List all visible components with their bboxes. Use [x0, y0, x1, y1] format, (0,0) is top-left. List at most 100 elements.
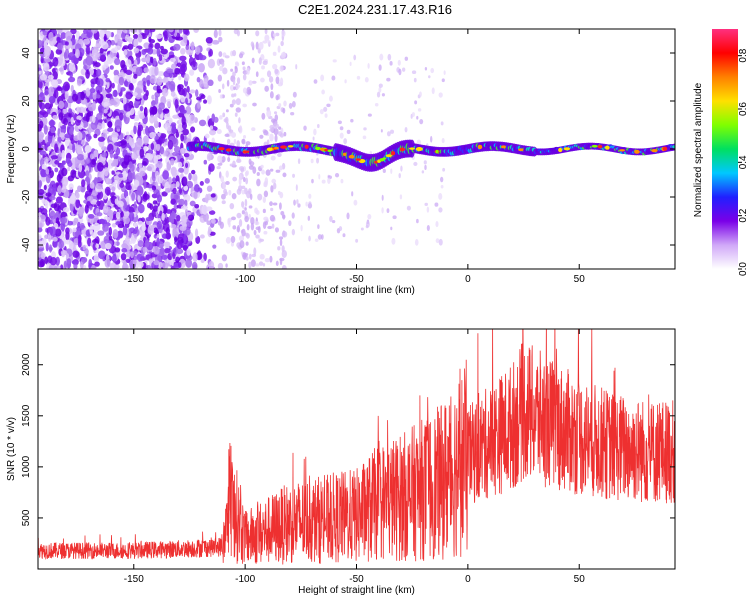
spectrogram-speck — [203, 252, 207, 262]
spectrogram-speck — [231, 99, 236, 105]
x-tick-label: 0 — [465, 274, 471, 285]
spectrogram-speck — [54, 160, 60, 165]
spectrogram-speck — [112, 229, 119, 239]
spectrogram-speck — [91, 158, 96, 165]
spectrogram-speck — [248, 213, 251, 220]
spectrogram-speck — [38, 175, 41, 182]
ridge-hotspot — [288, 145, 294, 148]
spectrogram-speck — [162, 108, 170, 114]
spectrogram-speck — [51, 68, 56, 74]
spectrogram-speck — [38, 87, 41, 95]
spectrogram-speck — [266, 109, 272, 118]
spectrogram-speck — [45, 242, 49, 252]
ridge-hotspot — [304, 144, 309, 149]
spectrogram-speck — [171, 151, 179, 157]
spectrogram-speck — [424, 67, 428, 71]
spectrogram-speck — [167, 127, 172, 132]
spectrogram-speck — [56, 173, 62, 183]
spectrogram-speck — [61, 149, 65, 159]
spectrogram-speck — [186, 248, 191, 256]
spectrogram-speck — [99, 29, 105, 39]
spectrogram-speck — [279, 238, 283, 247]
spectrogram-speck — [85, 170, 90, 178]
spectrogram-speck — [178, 75, 182, 81]
spectrogram-speck — [172, 114, 179, 119]
spectrogram-speck — [134, 122, 139, 127]
spectrogram-speck — [120, 253, 127, 261]
spectrogram-speck — [203, 159, 207, 165]
y-tick-label: -20 — [21, 189, 32, 204]
spectrogram-speck — [173, 146, 181, 153]
spectrogram-speck — [435, 238, 440, 244]
spectrogram-speck — [307, 215, 311, 221]
spectrogram-speck — [218, 51, 223, 57]
spectrogram-speck — [390, 168, 393, 175]
spectrogram-speck — [419, 119, 424, 125]
spectrogram-speck — [48, 96, 56, 104]
spectrogram-speck — [62, 107, 68, 115]
spectrogram-speck — [145, 216, 153, 222]
spectrogram-speck — [200, 94, 206, 100]
spectrogram-speck — [94, 177, 103, 183]
spectrogram-speck — [209, 125, 214, 130]
spectrogram-speck — [317, 234, 322, 240]
spectrogram-speck — [69, 194, 76, 205]
spectrogram-speck — [272, 202, 278, 206]
spectrogram-speck — [193, 264, 198, 269]
spectrogram-speck — [274, 68, 279, 75]
spectrogram-speck — [257, 193, 263, 201]
spectrogram-speck — [263, 190, 269, 198]
spectrogram-speck — [181, 214, 188, 225]
spectrogram-speck — [125, 59, 132, 68]
spectrogram-speck — [184, 97, 188, 105]
spectrogram-speck — [282, 107, 286, 114]
spectrogram-speck — [128, 136, 133, 146]
spectrogram-speck — [271, 178, 277, 184]
ridge-hotspot — [327, 149, 332, 152]
spectrogram-speck — [338, 226, 343, 232]
spectrogram-speck — [54, 228, 62, 237]
spectrogram-speck — [243, 187, 248, 195]
spectrogram-speck — [114, 141, 122, 147]
spectrogram-speck — [441, 138, 445, 144]
spectrogram-speck — [271, 223, 275, 229]
spectrogram-speck — [131, 192, 136, 201]
spectrogram-speck — [164, 30, 168, 39]
spectrogram-speck — [269, 214, 276, 222]
spectrogram-speck — [382, 168, 386, 174]
spectrogram-speck — [225, 180, 230, 185]
spectrogram-speck — [327, 177, 331, 184]
spectrogram-speck — [81, 133, 85, 139]
spectrogram-speck — [261, 112, 266, 120]
spectrogram-speck — [267, 225, 273, 230]
spectrogram-speck — [76, 153, 85, 161]
spectrogram-speck — [430, 135, 433, 143]
spectrogram-speck — [156, 233, 160, 239]
spectrogram-speck — [202, 212, 209, 222]
spectrogram-speck — [238, 53, 244, 59]
spectrogram-speck — [181, 176, 188, 187]
spectrogram-speck — [139, 148, 145, 158]
spectrogram-speck — [99, 47, 104, 54]
spectrogram-speck — [43, 63, 50, 72]
spectrogram-speck — [117, 223, 125, 228]
spectrogram-speck — [417, 108, 422, 112]
spectrogram-speck — [323, 106, 328, 112]
spectrogram-speck — [183, 185, 188, 191]
spectrogram-speck — [38, 70, 42, 75]
spectrogram-speck — [283, 100, 287, 107]
spectrogram-speck — [225, 263, 228, 268]
spectrogram-speck — [51, 79, 59, 88]
spectrogram-speck — [84, 145, 92, 153]
spectrogram-speck — [244, 207, 247, 211]
spectrogram-speck — [175, 181, 180, 188]
spectrogram-speck — [129, 211, 135, 222]
spectrogram-speck — [148, 258, 154, 263]
spectrogram-speck — [112, 89, 118, 98]
snr-plot: -150 -100 -50 0 50 500 1000 1500 2000 Height of s… — [6, 328, 676, 596]
spectrogram-speck — [206, 220, 212, 226]
spectrogram-speck — [317, 123, 320, 129]
spectrogram-speck — [59, 264, 64, 269]
spectrogram-speck — [170, 198, 176, 205]
spectrogram-speck — [443, 70, 446, 75]
